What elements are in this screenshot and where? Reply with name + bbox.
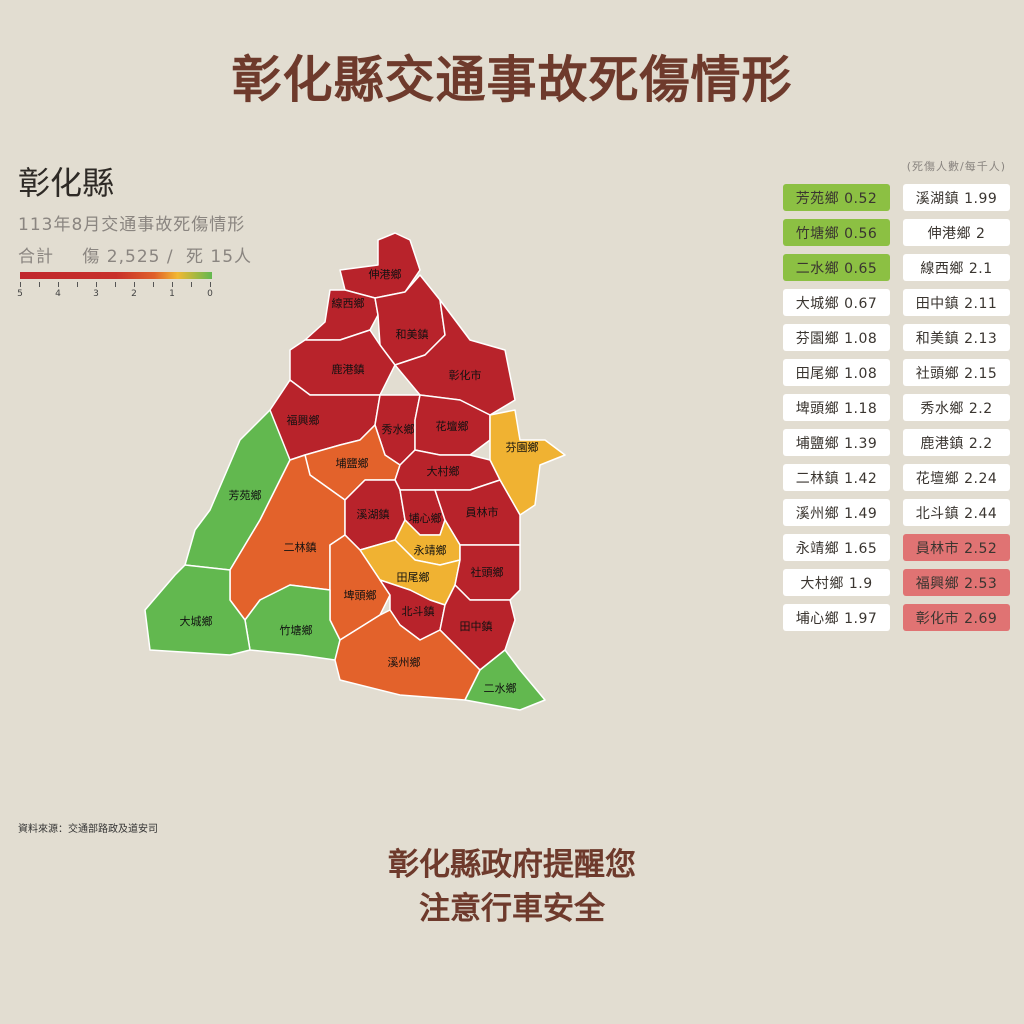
ranking-item: 二水鄉 0.65 xyxy=(783,254,890,281)
map-region xyxy=(334,609,481,701)
map-region-label: 埔鹽鄉 xyxy=(336,456,369,470)
map-region-label: 溪湖鎮 xyxy=(357,507,390,521)
total-summary: 合計 傷 2,525 / 死 15人 xyxy=(18,242,258,267)
map-region xyxy=(144,564,251,656)
map-region-label: 埤頭鄉 xyxy=(344,589,377,602)
ranking-item: 和美鎮 2.13 xyxy=(903,324,1010,351)
county-name: 彰化縣 xyxy=(18,164,115,202)
ranking-item: 田中鎮 2.11 xyxy=(903,289,1010,316)
legend-tick-mark xyxy=(153,282,154,287)
map-region-label: 員林市 xyxy=(466,505,499,519)
ranking-item: 鹿港鎮 2.2 xyxy=(903,429,1010,456)
map-region-label: 芬園鄉 xyxy=(506,441,539,454)
map-region-label: 二水鄉 xyxy=(484,682,517,695)
legend-tick-label: 0 xyxy=(207,289,213,299)
legend-tick-mark xyxy=(172,282,173,287)
ranking-item: 秀水鄉 2.2 xyxy=(903,394,1010,421)
map-region xyxy=(464,649,546,711)
legend-tick-label: 2 xyxy=(131,289,137,299)
unit-label: (死傷人數/每千人) xyxy=(906,160,1006,173)
ranking-item: 永靖鄉 1.65 xyxy=(783,534,890,561)
ranking-item: 二林鎮 1.42 xyxy=(783,464,890,491)
legend-tick-mark xyxy=(58,282,59,287)
color-legend: 5 4 3 2 1 0 xyxy=(17,272,213,299)
ranking-item: 伸港鄉 2 xyxy=(903,219,1010,246)
map-region xyxy=(489,409,566,516)
map-region-label: 大城鄉 xyxy=(180,614,213,628)
map-region-label: 社頭鄉 xyxy=(471,565,504,579)
ranking-list: 芳苑鄉 0.52 溪湖鎮 1.99 竹塘鄉 0.56 伸港鄉 2 二水鄉 0.65 線西鄉… xyxy=(783,184,1010,631)
legend-tick-label: 4 xyxy=(55,289,61,299)
map-region-label: 花壇鄉 xyxy=(436,419,469,433)
ranking-item: 芳苑鄉 0.52 xyxy=(783,184,890,211)
map-region-label: 鹿港鎮 xyxy=(332,362,365,376)
map-region-label: 彰化市 xyxy=(449,368,482,382)
ranking-item: 埔心鄉 1.97 xyxy=(783,604,890,631)
data-source: 資料來源：交通部路政及道安司 xyxy=(18,824,158,835)
legend-tick-mark xyxy=(77,282,78,287)
ranking-item: 員林市 2.52 xyxy=(903,534,1010,561)
map-region-label: 北斗鎮 xyxy=(402,604,435,618)
map-region-label: 福興鄉 xyxy=(287,413,320,427)
legend-tick-label: 1 xyxy=(169,289,175,299)
total-injured: 傷 2,525 / xyxy=(82,247,174,267)
footer-slogan: 彰化縣政府提醒您 注意行車安全 xyxy=(0,843,1024,931)
map-region-label: 田中鎮 xyxy=(460,619,493,633)
legend-tick-mark xyxy=(39,282,40,287)
ranking-item: 溪州鄉 1.49 xyxy=(783,499,890,526)
total-label: 合計 xyxy=(18,247,54,267)
ranking-item: 福興鄉 2.53 xyxy=(903,569,1010,596)
legend-gradient-bar xyxy=(20,272,212,279)
legend-tick-mark xyxy=(96,282,97,287)
ranking-item: 大城鄉 0.67 xyxy=(783,289,890,316)
ranking-item: 溪湖鎮 1.99 xyxy=(903,184,1010,211)
ranking-item: 大村鄉 1.9 xyxy=(783,569,890,596)
ranking-item: 社頭鄉 2.15 xyxy=(903,359,1010,386)
ranking-item: 北斗鎮 2.44 xyxy=(903,499,1010,526)
map-region-label: 和美鎮 xyxy=(396,327,429,341)
legend-tick-label: 5 xyxy=(17,289,23,299)
footer-line-2: 注意行車安全 xyxy=(419,891,605,927)
ranking-item: 竹塘鄉 0.56 xyxy=(783,219,890,246)
ranking-item: 田尾鄉 1.08 xyxy=(783,359,890,386)
map-region-label: 竹塘鄉 xyxy=(280,623,313,637)
ranking-item: 芬園鄉 1.08 xyxy=(783,324,890,351)
legend-tick-mark xyxy=(210,282,211,287)
footer-line-1: 彰化縣政府提醒您 xyxy=(388,847,636,883)
legend-tick-mark xyxy=(115,282,116,287)
legend-tick-mark xyxy=(191,282,192,287)
ranking-item: 彰化市 2.69 xyxy=(903,604,1010,631)
ranking-item: 埔鹽鄉 1.39 xyxy=(783,429,890,456)
map-region-label: 伸港鄉 xyxy=(369,268,402,281)
map-region-label: 線西鄉 xyxy=(332,296,365,310)
map-region-label: 田尾鄉 xyxy=(397,571,430,584)
map-region-label: 二林鎮 xyxy=(284,540,317,554)
legend-ticks: 5 4 3 2 1 0 xyxy=(17,279,213,299)
legend-tick-mark xyxy=(134,282,135,287)
map-region-label: 埔心鄉 xyxy=(409,512,442,525)
map-region-label: 芳苑鄉 xyxy=(229,488,262,502)
map-region-label: 溪州鄉 xyxy=(388,656,421,669)
legend-tick-label: 3 xyxy=(93,289,99,299)
map-region-label: 永靖鄉 xyxy=(414,543,447,557)
subtitle: 113年8月交通事故死傷情形 xyxy=(18,215,246,235)
ranking-item: 線西鄉 2.1 xyxy=(903,254,1010,281)
map-region xyxy=(244,584,341,661)
ranking-item: 埤頭鄉 1.18 xyxy=(783,394,890,421)
page-title: 彰化縣交通事故死傷情形 xyxy=(231,50,793,109)
ranking-item: 花壇鄉 2.24 xyxy=(903,464,1010,491)
total-dead: 死 15人 xyxy=(186,247,253,267)
legend-tick-mark xyxy=(20,282,21,287)
map-region-label: 大村鄉 xyxy=(427,464,460,478)
map-region-label: 秀水鄉 xyxy=(382,423,415,436)
